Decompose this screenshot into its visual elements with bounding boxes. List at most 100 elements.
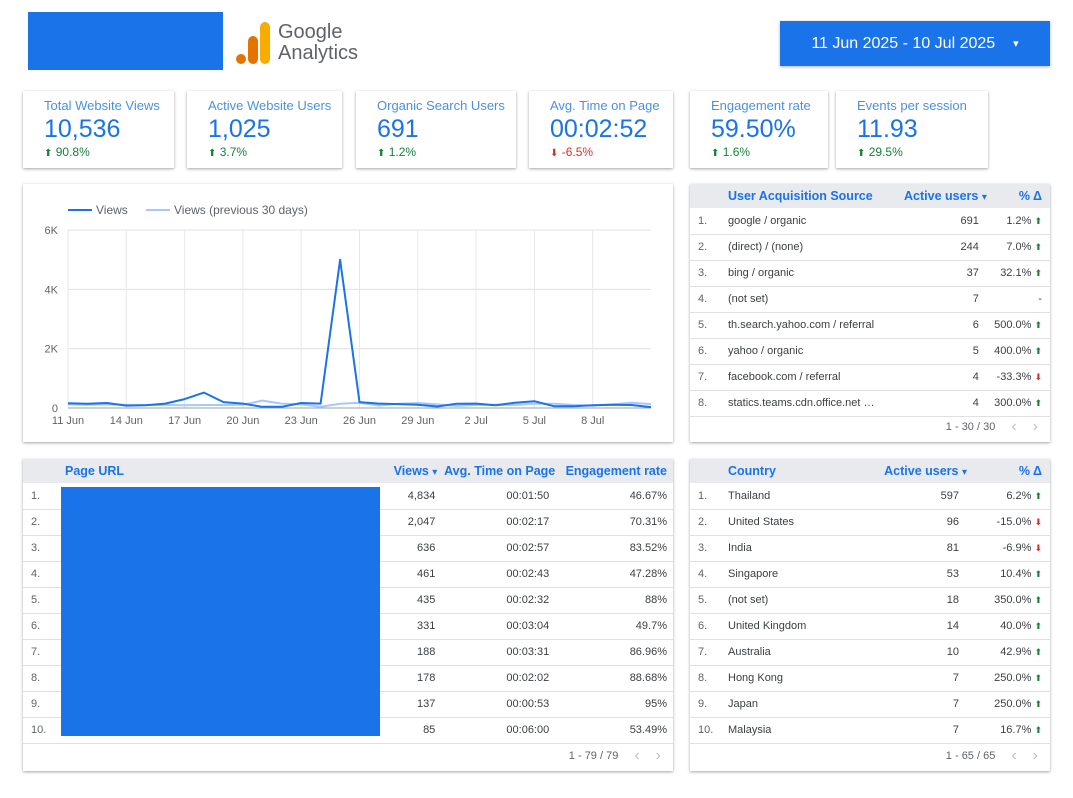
table-row[interactable]: 5. (not set) 18 350.0% ⬆ [690,587,1050,614]
prev-page-icon[interactable]: ‹ [1011,747,1017,764]
kpi-delta: ⬆ 1.2% [356,145,516,159]
delta-cell: 250.0% ⬆ [967,665,1050,692]
sort-desc-icon: ▾ [962,467,968,478]
source-cell: th.search.yahoo.com / referral [728,312,894,339]
engagement-rate-cell: 88.68% [559,665,673,692]
kpi-card: Avg. Time on Page 00:02:52 ⬇ -6.5% [529,91,673,168]
arrow-up-icon: ⬆ [1034,215,1042,226]
arrow-down-icon: ⬇ [550,148,559,159]
kpi-delta-value: -6.5% [561,145,594,159]
sort-desc-icon: ▾ [432,467,438,478]
avg-time-cell: 00:03:31 [437,639,560,666]
x-tick-label: 17 Jun [168,415,201,427]
delta-value: 16.7% [1000,724,1032,736]
kpi-delta-value: 3.7% [219,145,248,159]
source-cell: yahoo / organic [728,338,894,365]
next-page-icon[interactable]: › [655,747,661,764]
country-pager: 1 - 65 / 65 ‹ › [946,747,1038,765]
table-row[interactable]: 3. bing / organic 37 32.1% ⬆ [690,260,1050,287]
table-row[interactable]: 1. Thailand 597 6.2% ⬆ [690,483,1050,510]
kpi-card: Engagement rate 59.50% ⬆ 1.6% [690,91,828,168]
country-cell: United States [728,509,845,536]
table-row[interactable]: 4. (not set) 7 - [690,286,1050,313]
table-row[interactable]: 2. United States 96 -15.0% ⬇ [690,509,1050,536]
row-index: 7. [690,639,728,666]
col-header-views[interactable]: Views ▾ [391,459,438,483]
kpi-title: Events per session [857,98,967,113]
delta-cell: 300.0% ⬆ [986,390,1050,417]
table-row[interactable]: 8. Hong Kong 7 250.0% ⬆ [690,665,1050,692]
engagement-rate-cell: 86.96% [559,639,673,666]
kpi-value: 1,025 [208,115,271,143]
kpi-delta: ⬇ -6.5% [529,145,673,159]
users-cell: 4 [893,364,987,391]
col-header-country[interactable]: Country [728,464,776,478]
engagement-rate-cell: 49.7% [559,613,673,640]
country-table: Country Active users ▾ % Δ 1. Thailand 597… [690,459,1050,744]
views-cell: 188 [391,639,438,666]
table-row[interactable]: 7. facebook.com / referral 4 -33.3% ⬇ [690,364,1050,391]
table-row[interactable]: 10. Malaysia 7 16.7% ⬆ [690,717,1050,744]
kpi-delta: ⬆ 29.5% [836,145,988,159]
col-header-active-users[interactable]: Active users ▾ [893,184,987,208]
acquisition-table-card: User Acquisition Source Active users ▾ %… [690,184,1050,442]
delta-value: 7.0% [1006,241,1032,253]
row-index: 4. [690,286,728,313]
users-cell: 96 [844,509,968,536]
table-row[interactable]: 7. Australia 10 42.9% ⬆ [690,639,1050,666]
col-header-avg-time[interactable]: Avg. Time on Page [444,464,556,478]
table-row[interactable]: 9. Japan 7 250.0% ⬆ [690,691,1050,718]
x-tick-label: 26 Jun [343,415,376,427]
views-cell: 435 [391,587,438,614]
delta-value: 500.0% [994,319,1032,331]
engagement-rate-cell: 53.49% [559,717,673,744]
country-cell: United Kingdom [728,613,845,640]
prev-page-icon[interactable]: ‹ [1011,418,1017,435]
col-header-source[interactable]: User Acquisition Source [728,189,873,203]
col-header-active-users[interactable]: Active users ▾ [844,459,967,483]
col-header-delta[interactable]: % Δ [1018,464,1042,478]
next-page-icon[interactable]: › [1032,747,1038,764]
next-page-icon[interactable]: › [1032,418,1038,435]
delta-value: 350.0% [994,594,1032,606]
delta-cell: 7.0% ⬆ [986,234,1050,261]
arrow-up-icon: ⬆ [1034,725,1042,735]
table-row[interactable]: 2. (direct) / (none) 244 7.0% ⬆ [690,234,1050,261]
users-cell: 7 [844,665,968,692]
kpi-title: Active Website Users [208,98,332,113]
table-row[interactable]: 8. statics.teams.cdn.office.net … 4 300.0% … [690,390,1050,417]
users-cell: 5 [893,338,987,365]
row-index: 7. [690,364,728,391]
table-row[interactable]: 1. google / organic 691 1.2% ⬆ [690,208,1050,235]
views-cell: 2,047 [391,509,438,536]
row-index: 4. [23,561,61,588]
delta-cell: 1.2% ⬆ [986,208,1050,235]
table-row[interactable]: 3. India 81 -6.9% ⬇ [690,535,1050,562]
date-range-button[interactable]: 11 Jun 2025 - 10 Jul 2025 ▾ [780,21,1050,66]
source-cell: statics.teams.cdn.office.net … [728,390,894,417]
delta-cell: -15.0% ⬇ [967,509,1050,536]
table-row[interactable]: 6. yahoo / organic 5 400.0% ⬆ [690,338,1050,365]
arrow-down-icon: ⬇ [1034,517,1042,527]
arrow-up-icon: ⬆ [1034,647,1042,657]
table-row[interactable]: 5. th.search.yahoo.com / referral 6 500.0% … [690,312,1050,339]
prev-page-icon[interactable]: ‹ [634,747,640,764]
col-header-engagement-rate[interactable]: Engagement rate [565,464,667,478]
col-header-page-url[interactable]: Page URL [65,464,125,478]
row-index: 9. [690,691,728,718]
avg-time-cell: 00:02:57 [437,535,560,562]
views-line-chart: 0 2K 4K 6K 11 Jun 14 Jun 17 Jun 20 Jun 23 Jun 26 … [45,203,652,427]
delta-cell: 40.0% ⬆ [967,613,1050,640]
table-row[interactable]: 6. United Kingdom 14 40.0% ⬆ [690,613,1050,640]
table-row[interactable]: 4. Singapore 53 10.4% ⬆ [690,561,1050,588]
delta-value: 300.0% [994,397,1032,409]
row-index: 2. [690,234,728,261]
row-index: 8. [690,390,728,417]
users-cell: 597 [844,483,968,510]
col-header-delta[interactable]: % Δ [1018,189,1042,203]
country-cell: Australia [728,639,845,666]
arrow-up-icon: ⬆ [1034,595,1042,605]
row-index: 9. [23,691,61,718]
arrow-up-icon: ⬆ [1034,699,1042,709]
delta-value: 42.9% [1000,646,1032,658]
